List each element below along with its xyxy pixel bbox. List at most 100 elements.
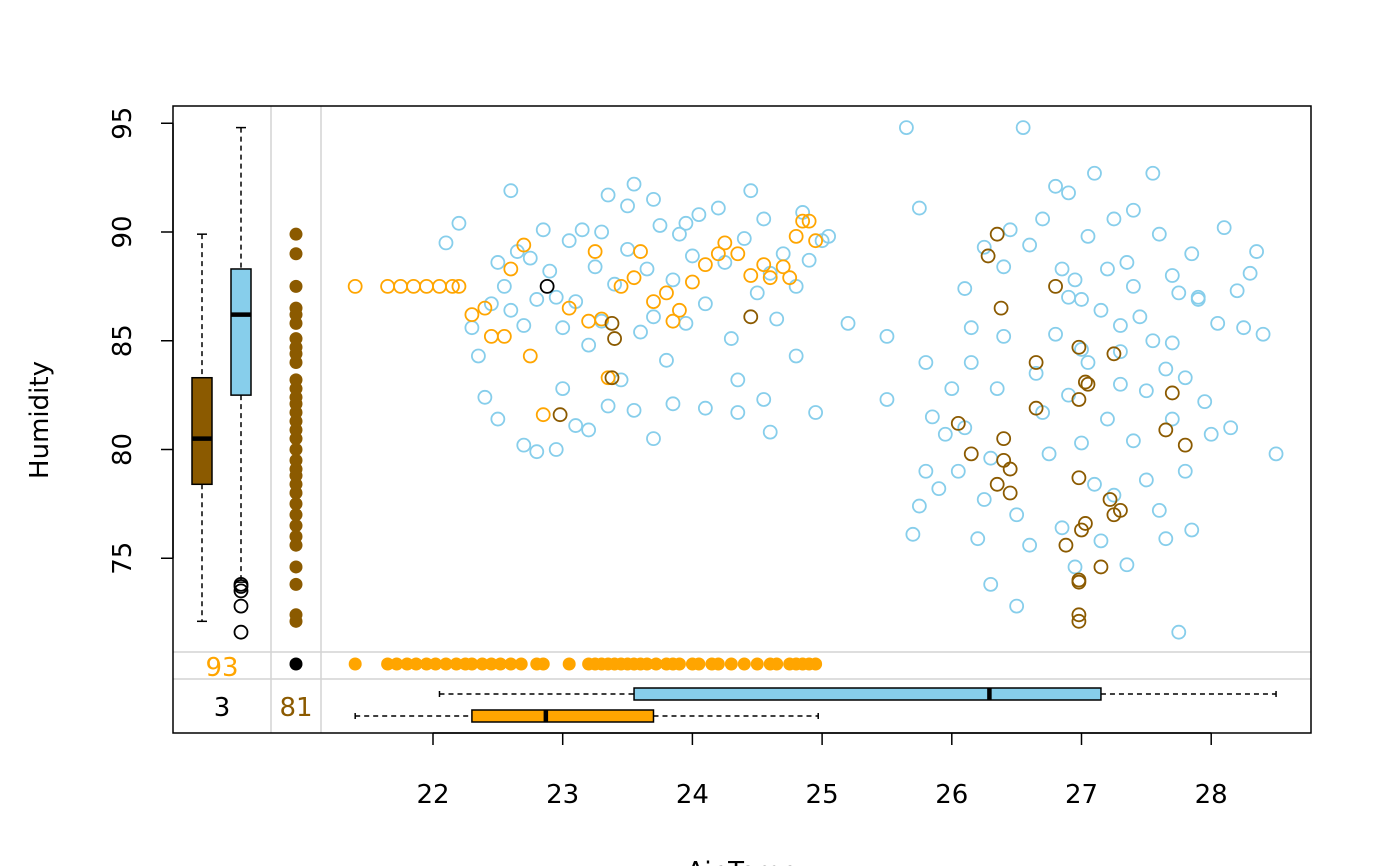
scatter-point (548, 289, 564, 305)
missing-airtemp-point (289, 497, 303, 511)
humidity-boxplot-all (230, 126, 252, 640)
x-tick-label: 26 (935, 780, 968, 810)
scatter-point (989, 226, 1005, 242)
scatter-point (1177, 370, 1193, 386)
scatter-point (1119, 255, 1135, 270)
scatter-point (1035, 211, 1050, 227)
scatter-point (723, 331, 739, 346)
missing-airtemp-point (289, 530, 303, 543)
scatter-point (821, 228, 836, 244)
missing-humidity-point (724, 657, 738, 671)
scatter-point (1028, 400, 1044, 416)
scatter-point (788, 348, 804, 364)
scatter-point (1022, 237, 1038, 253)
scatter-point (756, 257, 772, 273)
scatter-point (976, 239, 992, 255)
scatter-point (879, 392, 895, 407)
scatter-point (594, 224, 610, 240)
scatter-point (1145, 165, 1161, 181)
missing-humidity-point (640, 657, 654, 671)
scatter-point (918, 463, 934, 479)
scatter-point (1071, 392, 1087, 407)
scatter-point (691, 207, 707, 223)
scatter-point (633, 324, 648, 340)
scatter-point (620, 241, 635, 257)
scatter-point (1041, 446, 1057, 462)
scatter-point (996, 431, 1012, 447)
x-tick-label: 22 (416, 780, 449, 810)
scatter-point (633, 244, 648, 259)
scatter-point (1100, 261, 1115, 277)
scatter-point (717, 235, 733, 251)
missing-airtemp-point (289, 608, 303, 622)
scatter-point (983, 576, 999, 592)
scatter-point (1164, 385, 1180, 401)
scatter-point (406, 278, 421, 294)
scatter-point (980, 248, 996, 264)
missing-humidity-point (514, 657, 528, 671)
x-tick-label: 24 (676, 780, 709, 810)
scatter-point (1009, 598, 1025, 614)
scatter-point (1113, 318, 1128, 333)
axes: 22 23 24 25 26 27 28 75 80 85 90 95 (108, 107, 1228, 810)
scatter-point (1077, 516, 1093, 531)
scatter-point (756, 392, 772, 407)
scatter-point (1048, 326, 1063, 342)
scatter-point (970, 531, 986, 547)
scatter-point (646, 294, 661, 310)
scatter-point (944, 381, 960, 397)
scatter-point (522, 250, 538, 266)
scatter-point (1048, 278, 1063, 294)
scatter-point (1125, 202, 1141, 218)
scatter-point (1158, 422, 1174, 438)
scatter-point (613, 372, 629, 388)
scatter-point (665, 396, 681, 412)
humidity-boxplot-complete (191, 233, 213, 623)
scatter-point (470, 348, 486, 364)
scatter-point (1028, 355, 1044, 370)
scatter-point (1054, 261, 1070, 277)
scatter-point (1074, 342, 1089, 357)
scatter-point (672, 226, 687, 242)
scatter-point (626, 270, 642, 286)
scatter-point (801, 252, 817, 268)
missing-humidity-point (672, 657, 686, 671)
scatter-point (989, 381, 1005, 397)
scatter-point (743, 268, 759, 283)
scatter-point (581, 313, 597, 329)
missing-airtemp-point (289, 443, 303, 456)
scatter-point (1216, 220, 1232, 236)
missing-humidity-point (493, 657, 507, 671)
missing-airtemp-point (289, 301, 303, 315)
scatter-point (996, 259, 1012, 275)
scatter-point (665, 272, 681, 288)
scatter-point (1002, 485, 1018, 501)
x-axis-label: Air.Temp (687, 857, 798, 866)
scatter-point (808, 405, 824, 420)
scatter-point (604, 370, 620, 386)
scatter-point (950, 415, 966, 431)
scatter-point (419, 278, 434, 294)
scatter-point (749, 285, 765, 301)
scatter-point (496, 278, 512, 294)
scatter-point (1249, 244, 1264, 259)
scatter-point (1158, 531, 1174, 547)
scatter-point (697, 257, 713, 273)
scatter-point (678, 215, 694, 231)
scatter-point (1022, 537, 1038, 553)
scatter-point (477, 300, 493, 316)
scatter-point (782, 270, 798, 286)
scatter-point (607, 276, 622, 292)
scatter-point (678, 315, 694, 331)
scatter-point (1093, 559, 1109, 575)
scatter-point (1197, 394, 1213, 410)
scatter-point (983, 450, 999, 466)
scatter-point (535, 222, 551, 238)
scatter-point (775, 246, 791, 262)
scatter-point (1268, 446, 1284, 462)
scatter-point (581, 337, 597, 353)
missing-humidity-count: 93 (205, 653, 238, 683)
scatter-point (1151, 226, 1167, 242)
scatter-point (1132, 309, 1148, 325)
